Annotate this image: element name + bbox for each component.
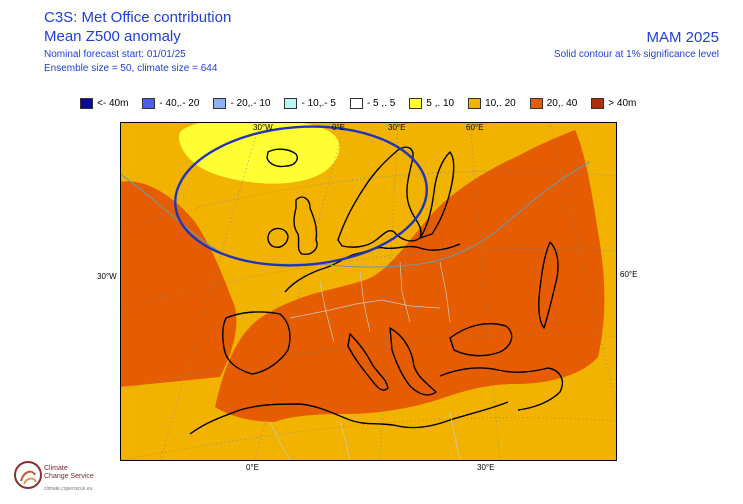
ensemble-size-label: Ensemble size = 50, climate size = 644 <box>44 63 218 74</box>
logo-ring-icon <box>14 461 42 489</box>
logo-name-line2: Change Service <box>44 473 94 480</box>
logo-text: Climate Change Service <box>44 465 94 481</box>
country-borders <box>269 261 461 461</box>
legend-swatch <box>409 97 423 109</box>
legend-label: > 40m <box>608 97 637 109</box>
lon-label-top-30w: 30°W <box>253 123 273 132</box>
coastlines <box>189 146 564 435</box>
c3s-logo <box>14 461 42 489</box>
legend-swatch <box>591 97 605 109</box>
legend-item: 10,. 20 <box>468 97 516 109</box>
lon-label-bottom-30e: 30°E <box>477 463 495 472</box>
legend-item: - 10,.- 5 <box>284 97 336 109</box>
field-20-40-main <box>215 130 605 422</box>
legend-swatch <box>349 97 363 109</box>
legend-label: - 40,.- 20 <box>159 97 200 109</box>
legend-swatch <box>142 97 156 109</box>
legend-item: > 40m <box>591 97 637 109</box>
legend-swatch <box>284 97 298 109</box>
legend-swatch <box>80 97 93 109</box>
anomaly-map: 30°W 0°E 30°E 60°E <box>120 122 617 461</box>
field-20-40-west <box>120 181 237 387</box>
map-title: C3S: Met Office contribution <box>44 9 232 26</box>
field-5-10-north <box>179 122 340 184</box>
color-legend: <- 40m - 40,.- 20 - 20,.- 10 - 10,.- 5 -… <box>80 96 650 110</box>
lon-label-right-60e: 60°E <box>620 270 638 279</box>
legend-swatch <box>468 97 482 109</box>
lon-label-bottom-0: 0°E <box>246 463 259 472</box>
legend-swatch <box>213 97 227 109</box>
season-label: MAM 2025 <box>646 29 719 46</box>
legend-item: - 40,.- 20 <box>142 97 200 109</box>
legend-item: 20,. 40 <box>529 97 578 109</box>
legend-item: - 20,.- 10 <box>213 97 271 109</box>
logo-name-line1: Climate <box>44 465 68 472</box>
map-subtitle: Mean Z500 anomaly <box>44 28 181 45</box>
legend-item: <- 40m <box>80 97 129 109</box>
legend-label: - 20,.- 10 <box>230 97 271 109</box>
legend-label: 20,. 40 <box>546 97 578 109</box>
legend-label: 10,. 20 <box>485 97 516 109</box>
zero-contour <box>120 161 591 268</box>
lon-label-top-60e: 60°E <box>466 123 484 132</box>
significance-contour <box>174 125 428 267</box>
header-right: MAM 2025 Solid contour at 1% significanc… <box>554 28 719 62</box>
logo-url: climate.copernicus.eu <box>44 486 93 492</box>
legend-label: - 5 ,. 5 <box>366 97 396 109</box>
legend-item: - 5 ,. 5 <box>349 97 396 109</box>
legend-label: 5 ,. 10 <box>426 97 455 109</box>
map-frame <box>120 122 617 461</box>
forecast-start-label: Nominal forecast start: 01/01/25 <box>44 49 186 60</box>
lon-label-top-0: 0°E <box>332 123 345 132</box>
legend-item: 5 ,. 10 <box>409 97 455 109</box>
significance-note: Solid contour at 1% significance level <box>553 49 719 60</box>
header-left: C3S: Met Office contribution Mean Z500 a… <box>44 8 231 76</box>
legend-swatch <box>529 97 543 109</box>
lon-label-top-30e: 30°E <box>388 123 406 132</box>
lon-label-left-30w: 30°W <box>97 272 117 281</box>
legend-label: - 10,.- 5 <box>301 97 336 109</box>
map-svg <box>120 122 617 461</box>
legend-label: <- 40m <box>97 97 129 109</box>
